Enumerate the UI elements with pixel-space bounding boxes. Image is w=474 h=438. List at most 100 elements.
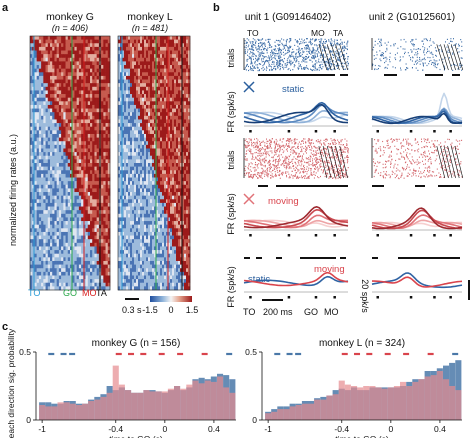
heatmap-cell xyxy=(36,75,40,80)
heatmap-cell xyxy=(94,101,97,106)
heatmap-cell xyxy=(148,173,151,178)
heatmap-cell xyxy=(103,279,106,284)
heatmap-cell xyxy=(128,231,131,236)
heatmap-cell xyxy=(136,239,139,244)
heatmap-cell xyxy=(85,170,89,175)
heatmap-cell xyxy=(74,275,77,280)
heatmap-cell xyxy=(168,195,171,200)
heatmap-cell xyxy=(160,104,163,109)
heatmap-cell xyxy=(136,50,139,55)
heatmap-cell xyxy=(96,50,100,55)
heatmap-cell xyxy=(152,144,155,149)
heatmap-cell xyxy=(146,199,149,204)
heatmap-cell xyxy=(172,90,175,95)
heatmap-cell xyxy=(176,202,179,207)
heatmap-cell xyxy=(186,239,189,244)
heatmap-cell xyxy=(140,68,143,73)
heatmap-cell xyxy=(65,173,69,178)
heatmap-cell xyxy=(70,65,73,69)
heatmap-cell xyxy=(126,101,129,106)
heatmap-cell xyxy=(43,228,46,233)
heatmap-cell xyxy=(156,173,159,178)
heatmap-cell xyxy=(96,170,100,175)
heatmap-cell xyxy=(103,57,106,62)
heatmap-cell xyxy=(146,54,149,59)
heatmap-cell xyxy=(150,275,153,280)
heatmap-cell xyxy=(126,148,129,153)
heatmap-cell xyxy=(94,282,97,287)
heatmap-cell xyxy=(103,54,106,59)
heatmap-cell xyxy=(81,231,84,236)
heatmap-cell xyxy=(162,181,165,186)
heatmap-cell xyxy=(30,242,33,247)
heatmap-cell xyxy=(61,130,64,135)
heatmap-cell xyxy=(70,104,73,109)
heatmap-cell xyxy=(36,115,40,120)
heatmap-cell xyxy=(164,279,167,284)
heatmap-cell xyxy=(96,202,100,207)
heatmap-cell xyxy=(65,155,69,160)
heatmap-cell xyxy=(50,184,53,189)
heatmap-cell xyxy=(130,257,133,262)
heatmap-cell xyxy=(47,286,51,291)
heatmap-cell xyxy=(76,188,80,193)
heatmap-cell xyxy=(184,177,187,182)
heatmap-cell xyxy=(67,36,71,40)
heatmap-cell xyxy=(38,231,42,236)
heatmap-cell xyxy=(36,68,40,73)
heatmap-cell xyxy=(30,141,33,146)
heatmap-cell xyxy=(47,195,51,200)
heatmap-cell xyxy=(67,170,71,175)
heatmap-cell xyxy=(94,253,97,258)
heatmap-cell xyxy=(142,250,145,255)
heatmap-cell xyxy=(72,123,75,128)
heatmap-cell xyxy=(188,250,191,255)
heatmap-cell xyxy=(138,231,141,236)
heatmap-cell xyxy=(103,43,106,48)
heatmap-cell xyxy=(182,68,185,73)
heatmap-cell xyxy=(162,141,165,146)
heatmap-cell xyxy=(152,152,155,157)
heatmap-cell xyxy=(174,36,177,40)
heatmap-cell xyxy=(154,94,157,98)
heatmap-cell xyxy=(164,75,167,80)
heatmap-cell xyxy=(170,195,173,200)
heatmap-cell xyxy=(150,79,153,84)
heatmap-cell xyxy=(144,271,147,276)
heatmap-cell xyxy=(41,112,44,117)
heatmap-cell xyxy=(38,155,42,160)
heatmap-cell xyxy=(63,75,66,80)
heatmap-cell xyxy=(130,221,133,225)
heatmap-cell xyxy=(43,192,46,196)
heatmap-cell xyxy=(94,221,97,225)
heatmap-cell xyxy=(81,224,84,229)
heatmap-cell xyxy=(184,192,187,196)
heatmap-cell xyxy=(78,133,82,138)
heatmap-cell xyxy=(101,257,104,262)
heatmap-cell xyxy=(58,210,62,215)
heatmap-cell xyxy=(103,282,106,287)
heatmap-cell xyxy=(30,257,33,262)
heatmap-cell xyxy=(184,79,187,84)
heatmap-cell xyxy=(87,126,91,131)
heatmap-cell xyxy=(134,268,137,273)
heatmap-cell xyxy=(160,242,163,247)
heatmap-cell xyxy=(87,235,91,240)
heatmap-cell xyxy=(158,46,161,51)
heatmap-cell xyxy=(76,253,80,258)
heatmap-cell xyxy=(180,108,183,113)
heatmap-cell xyxy=(178,224,181,229)
heatmap-cell xyxy=(188,239,191,244)
heatmap-cell xyxy=(94,250,97,255)
heatmap-cell xyxy=(162,192,165,196)
heatmap-cell xyxy=(43,115,46,120)
heatmap-cell xyxy=(132,235,135,240)
heatmap-cell xyxy=(120,148,123,153)
heatmap-cell xyxy=(120,235,123,240)
heatmap-cell xyxy=(78,188,82,193)
heatmap-cell xyxy=(186,163,189,167)
heatmap-cell xyxy=(142,260,145,265)
heatmap-cell xyxy=(126,119,129,124)
heatmap-cell xyxy=(78,275,82,280)
heatmap-cell xyxy=(182,166,185,171)
